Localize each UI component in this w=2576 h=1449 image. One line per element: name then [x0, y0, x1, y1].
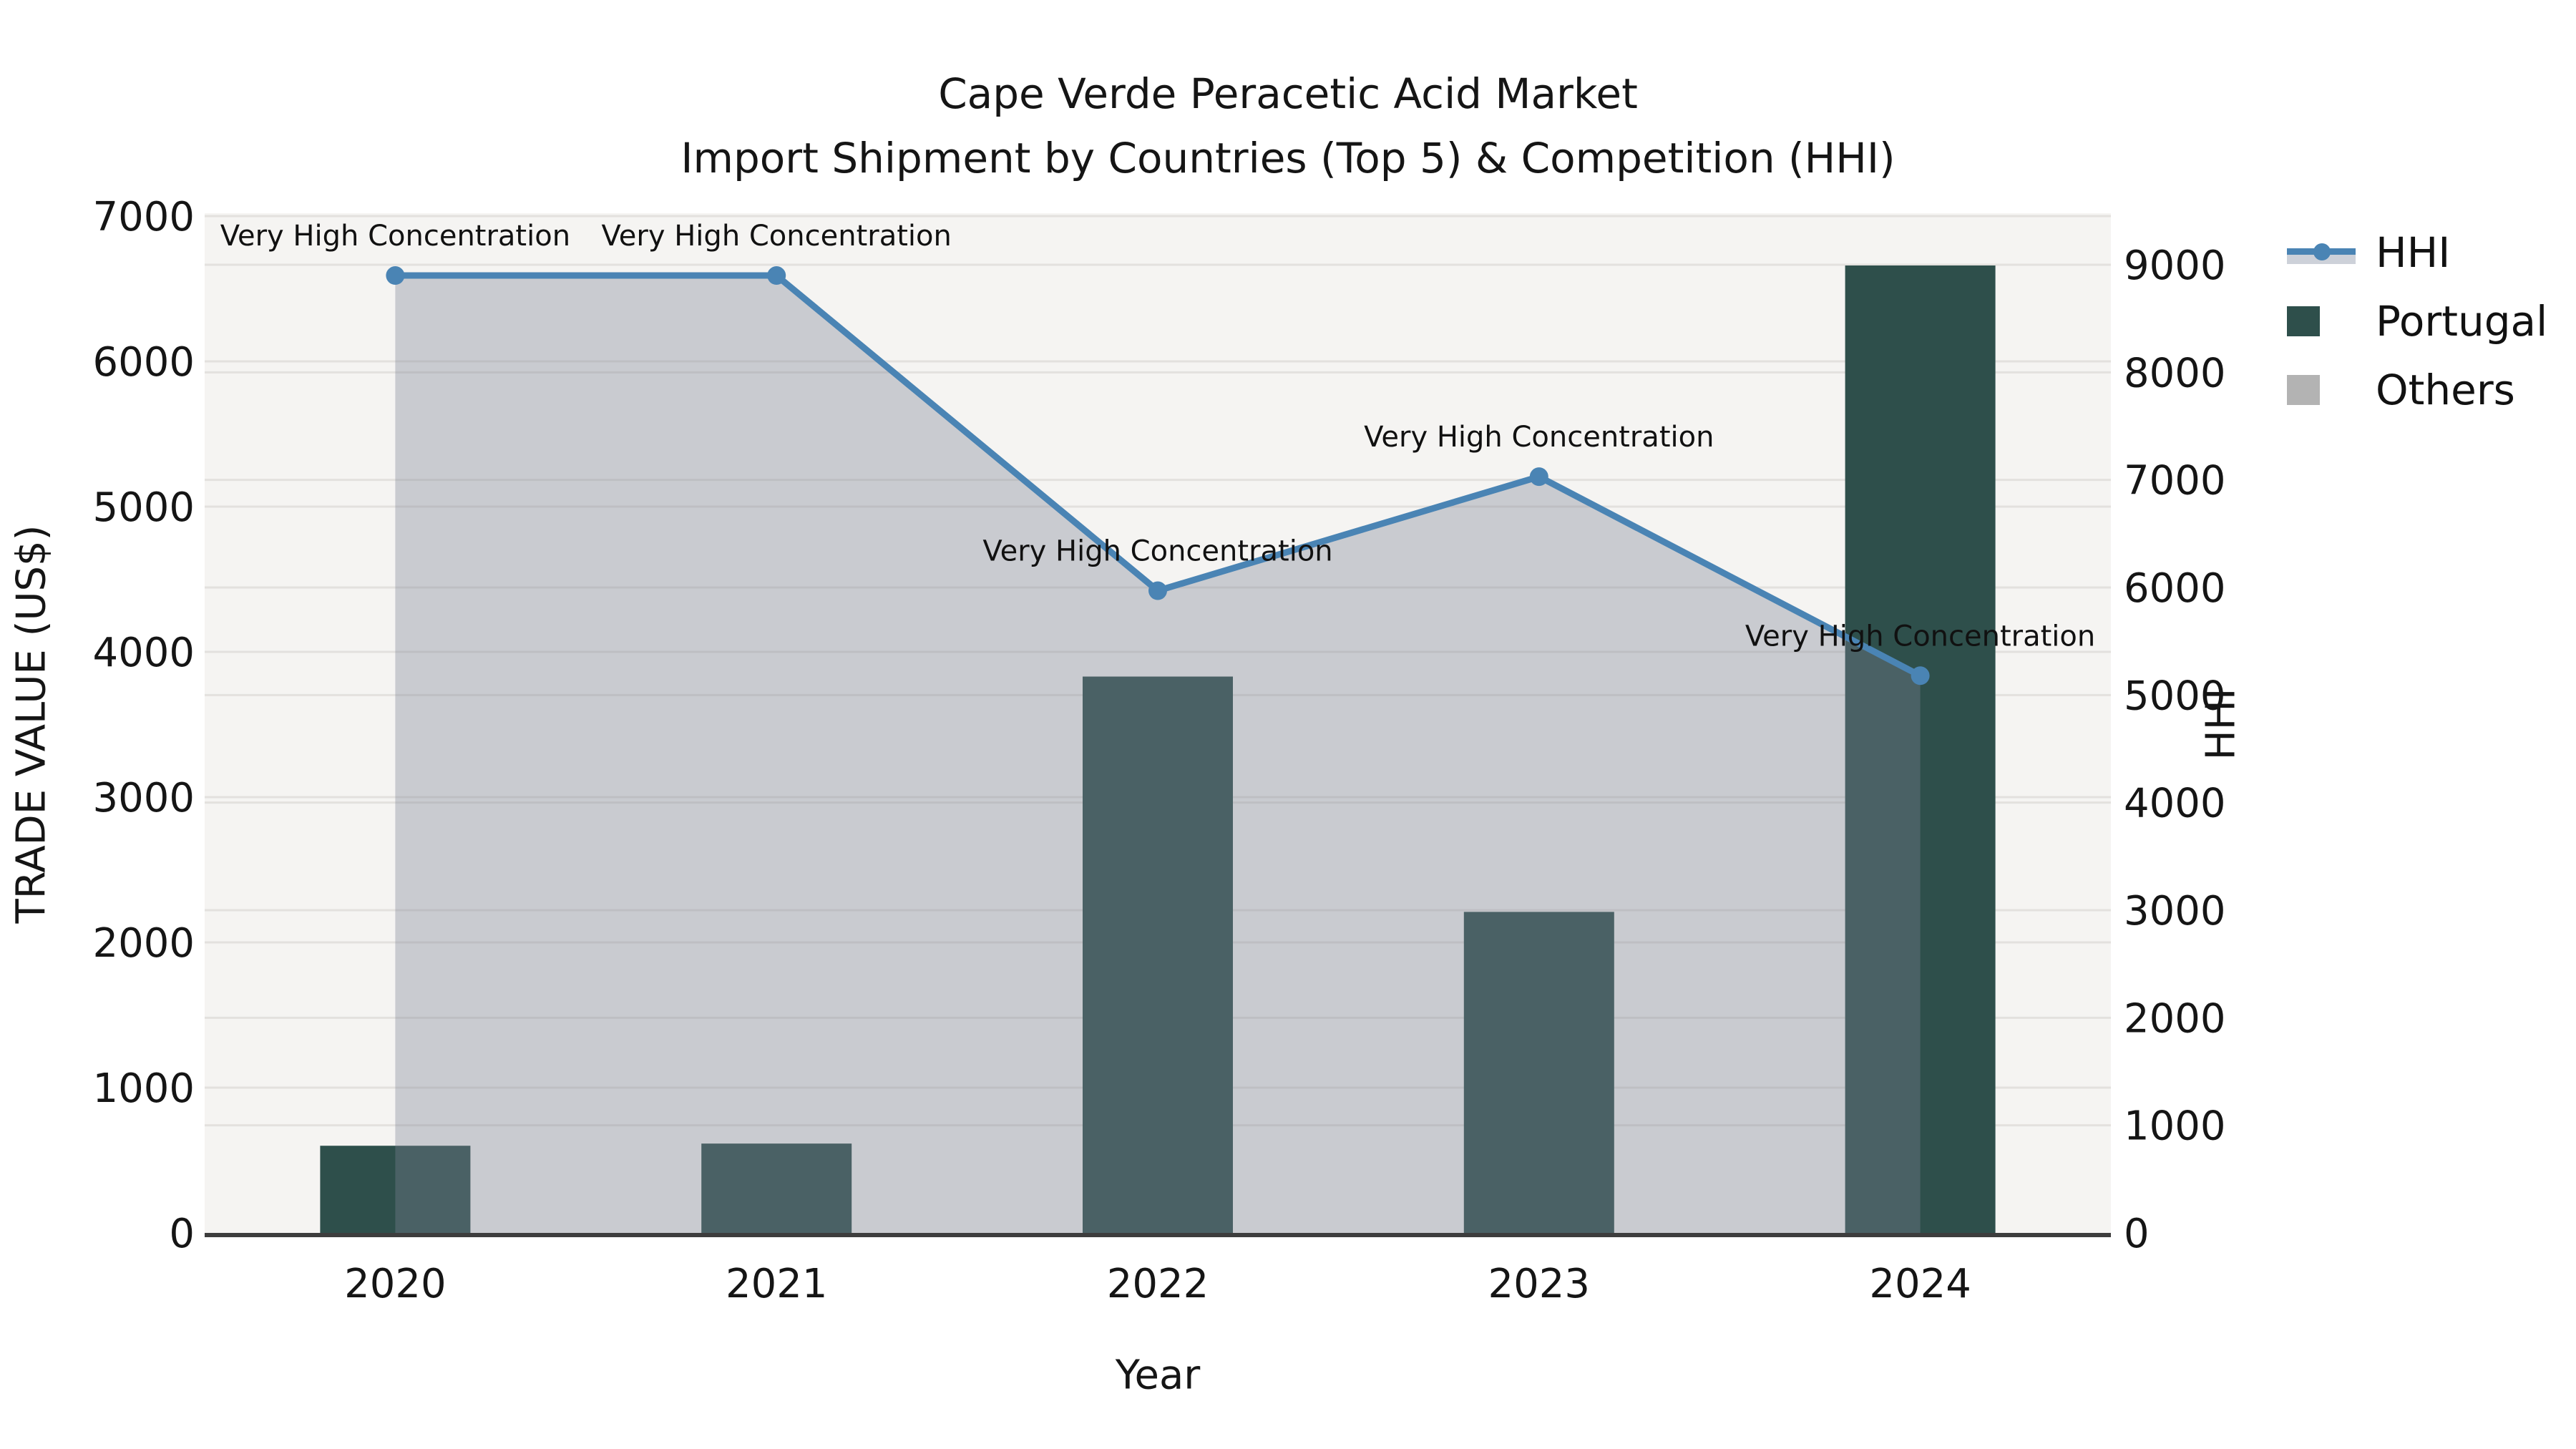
- legend-label: Portugal: [2376, 297, 2548, 346]
- right-tick-1000: 1000: [2124, 1103, 2226, 1150]
- hhi-point-2023: [1529, 467, 1548, 487]
- left-tick-6000: 6000: [92, 339, 195, 386]
- bar-portugal-2021: [701, 1143, 852, 1233]
- x-tick-2021: 2021: [726, 1261, 828, 1307]
- annotation-2024: Very High Concentration: [1745, 620, 2095, 653]
- x-axis-title: Year: [1115, 1352, 1201, 1399]
- legend-label: HHI: [2376, 228, 2451, 277]
- bar-portugal-2020: [320, 1146, 471, 1233]
- annotation-2020: Very High Concentration: [220, 220, 570, 253]
- right-tick-3000: 3000: [2124, 888, 2226, 935]
- chart-title: Cape Verde Peracetic Acid Market: [938, 69, 1638, 118]
- left-tick-4000: 4000: [92, 630, 195, 676]
- legend-item-hhi: HHI: [2287, 228, 2547, 278]
- right-tick-4000: 4000: [2124, 781, 2226, 827]
- bar-portugal-2023: [1463, 912, 1614, 1233]
- x-tick-2020: 2020: [344, 1261, 447, 1307]
- left-tick-3000: 3000: [92, 775, 195, 821]
- left-tick-5000: 5000: [92, 484, 195, 531]
- legend-label: Others: [2376, 366, 2515, 414]
- legend-item-others: Others: [2287, 365, 2547, 415]
- annotation-2022: Very High Concentration: [982, 535, 1332, 568]
- right-tick-6000: 6000: [2124, 565, 2226, 612]
- bar-portugal-2024: [1845, 265, 1996, 1233]
- right-tick-9000: 9000: [2124, 243, 2226, 289]
- left-tick-0: 0: [169, 1211, 195, 1257]
- hhi-point-2024: [1911, 666, 1930, 686]
- left-tick-1000: 1000: [92, 1065, 195, 1112]
- chart-subtitle: Import Shipment by Countries (Top 5) & C…: [680, 134, 1896, 182]
- hhi-point-2020: [386, 266, 405, 286]
- left-axis-title: TRADE VALUE (US$): [8, 525, 55, 924]
- hhi-point-2022: [1148, 581, 1167, 600]
- right-tick-0: 0: [2124, 1211, 2150, 1257]
- x-tick-2022: 2022: [1107, 1261, 1209, 1307]
- others-swatch-icon: [2287, 375, 2366, 405]
- left-tick-2000: 2000: [92, 920, 195, 967]
- bar-portugal-2022: [1083, 676, 1233, 1233]
- x-tick-2024: 2024: [1869, 1261, 1971, 1307]
- x-axis-line: [205, 1233, 2111, 1237]
- right-tick-8000: 8000: [2124, 350, 2226, 396]
- annotation-2023: Very High Concentration: [1364, 421, 1714, 454]
- left-tick-7000: 7000: [92, 194, 195, 240]
- chart-title-block: Cape Verde Peracetic Acid Market Import …: [0, 62, 2576, 190]
- right-tick-2000: 2000: [2124, 995, 2226, 1042]
- legend: HHI Portugal Others: [2287, 228, 2547, 415]
- hhi-line-marker-icon: [2287, 238, 2366, 267]
- right-tick-7000: 7000: [2124, 458, 2226, 504]
- hhi-area-fill: [395, 275, 1921, 1233]
- hhi-point-2021: [767, 266, 786, 286]
- right-tick-5000: 5000: [2124, 673, 2226, 719]
- x-tick-2023: 2023: [1488, 1261, 1591, 1307]
- annotation-2021: Very High Concentration: [602, 220, 952, 253]
- portugal-swatch-icon: [2287, 306, 2366, 336]
- right-axis-title: HHI: [2197, 688, 2245, 761]
- legend-item-portugal: Portugal: [2287, 296, 2547, 346]
